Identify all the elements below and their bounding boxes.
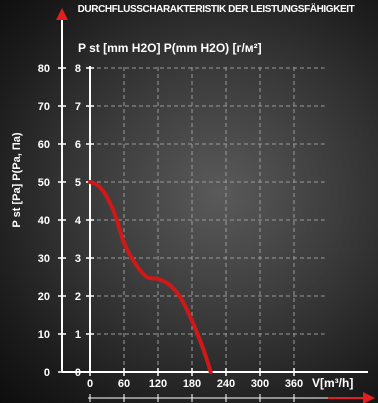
outer-y-tick-label: 10 — [38, 329, 50, 341]
outer-y-tick-label: 40 — [38, 215, 50, 227]
outer-y-tick-label: 20 — [38, 291, 50, 303]
grid — [58, 66, 325, 402]
outer-y-tick-label: 70 — [38, 101, 50, 113]
y-axis-inner-label: P st [mm H2O] P(mm H2O) [г/м²] — [78, 41, 262, 55]
outer-y-tick-label: 80 — [38, 63, 50, 75]
x-tick-label: 360 — [285, 378, 303, 390]
series-line — [88, 180, 213, 374]
inner-y-tick-label: 0 — [75, 367, 81, 379]
axes — [56, 8, 375, 403]
inner-y-tick-label: 5 — [75, 177, 81, 189]
x-tick-label: 120 — [149, 378, 167, 390]
inner-y-tick-label: 6 — [75, 139, 81, 151]
x-tick-label: 240 — [217, 378, 235, 390]
inner-y-tick-label: 7 — [75, 101, 81, 113]
x-tick-label: 0 — [87, 378, 93, 390]
inner-y-tick-label: 2 — [75, 291, 81, 303]
inner-y-tick-label: 1 — [75, 329, 81, 341]
x-tick-label: 300 — [251, 378, 269, 390]
x-tick-labels: 0 60 120 180 240 300 360 — [87, 378, 303, 390]
inner-y-tick-labels: 0 1 2 3 4 5 6 7 8 — [75, 63, 82, 379]
x-tick-label: 180 — [183, 378, 201, 390]
inner-y-tick-label: 4 — [75, 215, 82, 227]
outer-y-tick-labels: 0 10 20 30 40 50 60 70 80 — [38, 63, 50, 379]
y-axis-outer-label: P st [Pa] P(Pa, Па) — [11, 132, 23, 227]
outer-y-tick-label: 30 — [38, 253, 50, 265]
y-axis-arrow — [56, 8, 68, 20]
chart-title: DURCHFLUSSCHARAKTERISTIK DER LEISTUNGSFÄ… — [78, 2, 355, 15]
series — [88, 180, 213, 374]
inner-y-tick-label: 3 — [75, 253, 81, 265]
x-axis-arrow — [363, 392, 375, 403]
outer-y-tick-label: 50 — [38, 177, 50, 189]
x-tick-label: 60 — [118, 378, 130, 390]
outer-y-tick-label: 0 — [44, 367, 50, 379]
outer-y-tick-label: 60 — [38, 139, 50, 151]
inner-y-tick-label: 8 — [75, 63, 81, 75]
x-axis-label: V[m³/h] — [312, 376, 353, 390]
